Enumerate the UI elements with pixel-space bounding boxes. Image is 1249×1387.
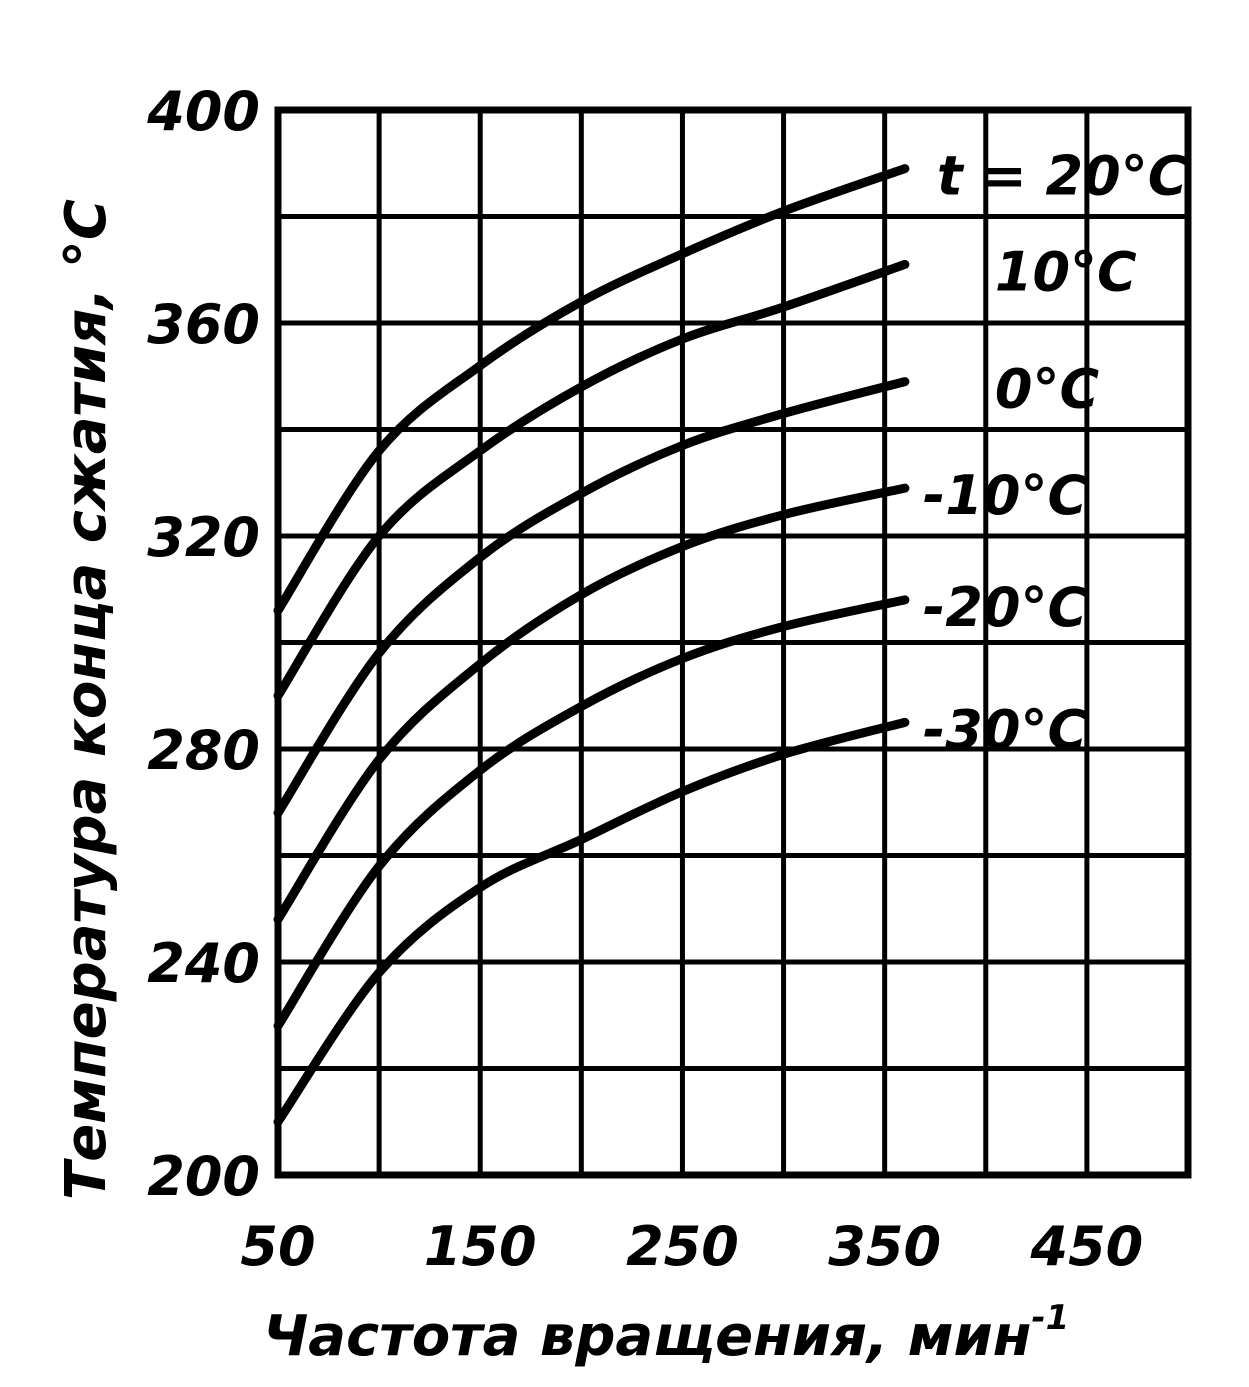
y-tick-label: 240 [147,932,260,995]
x-axis-title: Частота вращения, мин-1 [263,1298,1069,1369]
series-labels: t = 20°С 10°С 0°С -10°С -20°С -30°С [923,145,1188,762]
series-label-1: 10°С [995,240,1137,303]
series-label-0: t = 20°С [937,145,1188,208]
series-line-5 [273,717,910,1127]
x-axis-unit-exponent: -1 [1031,1298,1069,1338]
x-tick-label: 450 [1030,1215,1144,1278]
series-line-2 [273,377,910,818]
x-tick-label: 350 [828,1215,941,1278]
plot-frame [274,106,1192,1179]
series-label-2: 0°С [995,358,1100,421]
x-tick-labels: 50 150 250 350 450 [240,1215,1143,1278]
series-label-5: -30°С [923,698,1088,761]
y-tick-label: 200 [147,1145,260,1208]
series-label-3: -10°С [923,464,1088,527]
series-line-0 [273,164,910,615]
x-tick-label: 50 [240,1215,315,1278]
y-tick-label: 320 [147,506,260,569]
y-tick-label: 400 [146,80,260,143]
x-tick-label: 150 [424,1215,537,1278]
series-line-3 [273,483,910,924]
y-tick-labels: 200 240 280 320 360 400 [146,80,260,1208]
series-label-4: -20°С [923,576,1088,639]
y-tick-label: 280 [147,719,260,782]
x-tick-label: 250 [626,1215,739,1278]
series-line-1 [273,259,910,701]
y-tick-label: 360 [147,293,260,356]
y-axis-title: Температура конца сжатия, °С [54,199,119,1200]
series-line-4 [273,595,910,1031]
series-lines [273,164,910,1127]
